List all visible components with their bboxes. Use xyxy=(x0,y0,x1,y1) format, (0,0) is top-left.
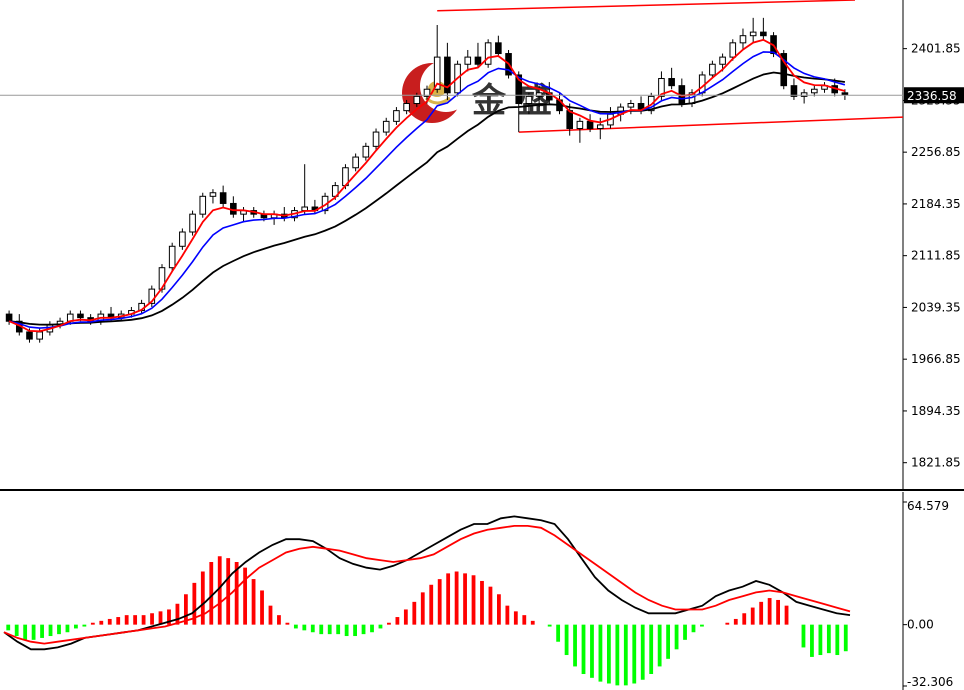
candle-body xyxy=(790,85,798,97)
candle-body xyxy=(148,288,156,304)
candle-body xyxy=(729,42,737,58)
candle-body xyxy=(464,56,472,65)
price-axis-tick-label: 2111.85 xyxy=(911,249,961,263)
ma-fast-line xyxy=(8,38,846,333)
candle-body xyxy=(749,31,757,37)
candle-body xyxy=(760,31,767,37)
logo-text: 金 盛 xyxy=(471,81,552,121)
price-axis-tick-label: 2184.35 xyxy=(911,197,961,211)
candle-body xyxy=(535,92,543,97)
current-price-label: 2336.58 xyxy=(907,89,957,103)
candle-body xyxy=(515,74,523,105)
candle-body xyxy=(393,110,400,122)
candle-body xyxy=(841,92,849,96)
candle-body xyxy=(444,56,451,94)
price-axis-tick-label: 2256.85 xyxy=(911,145,961,159)
price-axis-tick-label: 1821.85 xyxy=(911,456,961,470)
candle-body xyxy=(627,103,635,108)
candle-body xyxy=(586,120,594,129)
candle-body xyxy=(209,192,217,197)
candle-body xyxy=(219,192,227,204)
macd-axis-tick-label: 0.00 xyxy=(907,618,934,632)
candle-body xyxy=(362,145,370,158)
candle-body xyxy=(189,213,196,233)
current-price-box xyxy=(904,87,964,104)
candle-body xyxy=(168,245,176,269)
candle-body xyxy=(658,78,665,97)
axis-layer: 2401.852329.352256.852184.352111.852039.… xyxy=(903,42,961,689)
candle-body xyxy=(423,88,431,97)
channel-lower-line xyxy=(518,116,904,133)
candle-body xyxy=(484,42,492,65)
candle-body xyxy=(495,42,502,55)
main-price-panel[interactable] xyxy=(0,0,964,491)
candle-body xyxy=(709,63,716,76)
candle-body xyxy=(352,156,359,169)
signal-line xyxy=(3,525,851,645)
candle-body xyxy=(596,124,604,129)
ma-mid-line xyxy=(8,51,846,329)
candle-body xyxy=(372,131,380,147)
candle-body xyxy=(382,120,390,133)
channel-upper-line xyxy=(437,0,856,12)
candle-body xyxy=(566,110,574,129)
candle-body xyxy=(179,231,186,247)
candle-body xyxy=(474,56,482,65)
price-axis-tick-label: 2401.85 xyxy=(911,42,961,56)
candle-body xyxy=(433,56,441,90)
candle-body xyxy=(413,95,421,105)
macd-line xyxy=(3,515,851,651)
candle-body xyxy=(77,313,84,319)
candle-body xyxy=(26,331,33,340)
candle-body xyxy=(800,92,808,97)
price-axis-tick-label: 2039.35 xyxy=(911,300,961,314)
ma-slow-line xyxy=(9,71,846,326)
candle-body xyxy=(719,56,726,65)
candle-body xyxy=(739,35,747,44)
candle-body xyxy=(5,313,13,322)
candle-body xyxy=(525,95,533,105)
price-axis-tick-label: 1966.85 xyxy=(911,352,961,366)
candle-body xyxy=(403,103,410,112)
candle-body xyxy=(668,78,675,87)
candle-body xyxy=(811,88,818,94)
candle-body xyxy=(576,120,584,129)
candle-body xyxy=(301,206,308,212)
candle-body xyxy=(199,195,207,215)
candle-body xyxy=(780,53,788,87)
candle-body xyxy=(36,331,43,340)
macd-axis-tick-label: -32.306 xyxy=(907,675,953,689)
price-layer xyxy=(5,0,904,343)
macd-layer xyxy=(3,515,851,686)
macd-axis-tick-label: 64.579 xyxy=(907,499,949,513)
price-axis-tick-label: 1894.35 xyxy=(911,404,961,418)
current-price-marker: 2336.58 xyxy=(0,87,964,104)
